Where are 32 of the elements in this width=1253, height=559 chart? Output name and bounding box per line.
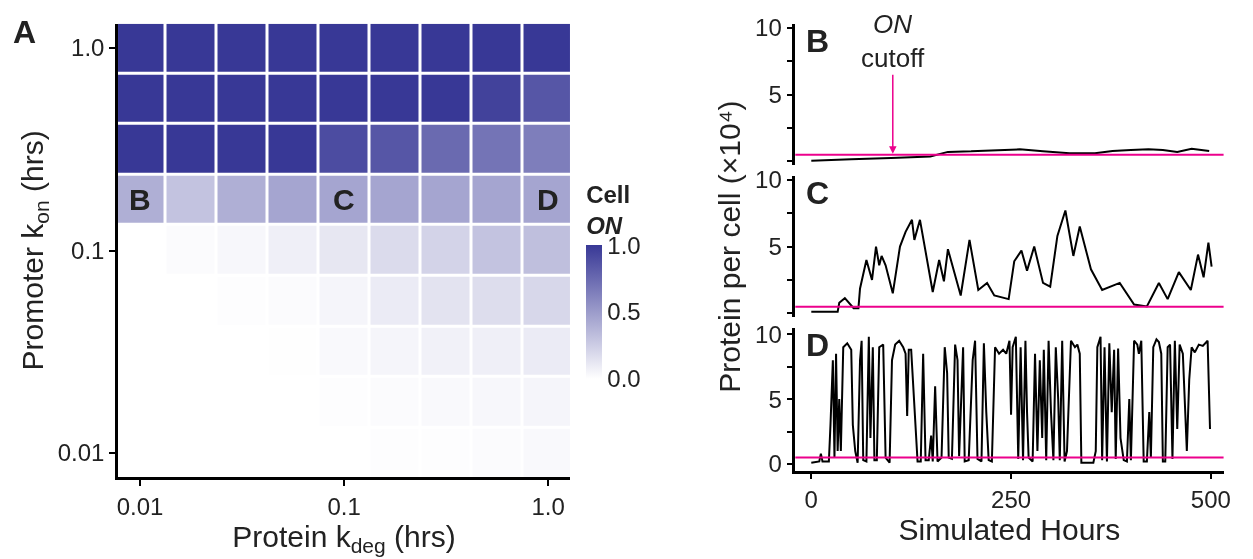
data-label: D bbox=[537, 183, 559, 216]
y-tick-label: 10 bbox=[755, 14, 782, 42]
y-axis-title: Protein per cell (×10⁴) bbox=[713, 100, 747, 393]
annotation: ON cutoff bbox=[861, 9, 925, 73]
x-tick-label: 250 bbox=[991, 486, 1032, 514]
line-series bbox=[810, 209, 1213, 313]
x-tick-label: 0 bbox=[804, 486, 818, 514]
y-tick-label: 1.0 bbox=[71, 34, 105, 62]
line-series bbox=[810, 335, 1212, 464]
y-tick-label: 0.01 bbox=[57, 439, 105, 467]
x-tick-label: 0.1 bbox=[327, 492, 361, 520]
x-tick-label: 1.0 bbox=[531, 492, 565, 520]
data-label: C bbox=[333, 183, 355, 216]
y-tick-label: 0 bbox=[768, 450, 782, 478]
annotation: C bbox=[806, 175, 830, 211]
color-bar-label: 0.5 bbox=[607, 298, 641, 326]
y-tick-label: 5 bbox=[768, 80, 782, 108]
data-label: B bbox=[129, 183, 151, 216]
x-axis-title: Protein k$_{deg}$ (hrs) bbox=[232, 519, 456, 557]
y-tick-label: 5 bbox=[768, 232, 782, 260]
y-tick-label: 5 bbox=[768, 385, 782, 413]
color-bar-label: 0.0 bbox=[607, 365, 641, 393]
y-tick-label: 10 bbox=[755, 166, 782, 194]
x-axis-title: Simulated Hours bbox=[898, 513, 1121, 547]
y-tick-label: 0.1 bbox=[71, 236, 105, 264]
line-series bbox=[810, 147, 1211, 162]
text: A bbox=[13, 14, 37, 50]
annotation: D bbox=[806, 327, 830, 363]
x-tick-label: 500 bbox=[1190, 486, 1231, 514]
y-tick-label: 10 bbox=[755, 320, 782, 348]
x-tick-label: 0.01 bbox=[116, 492, 164, 520]
annotation: B bbox=[806, 23, 830, 59]
